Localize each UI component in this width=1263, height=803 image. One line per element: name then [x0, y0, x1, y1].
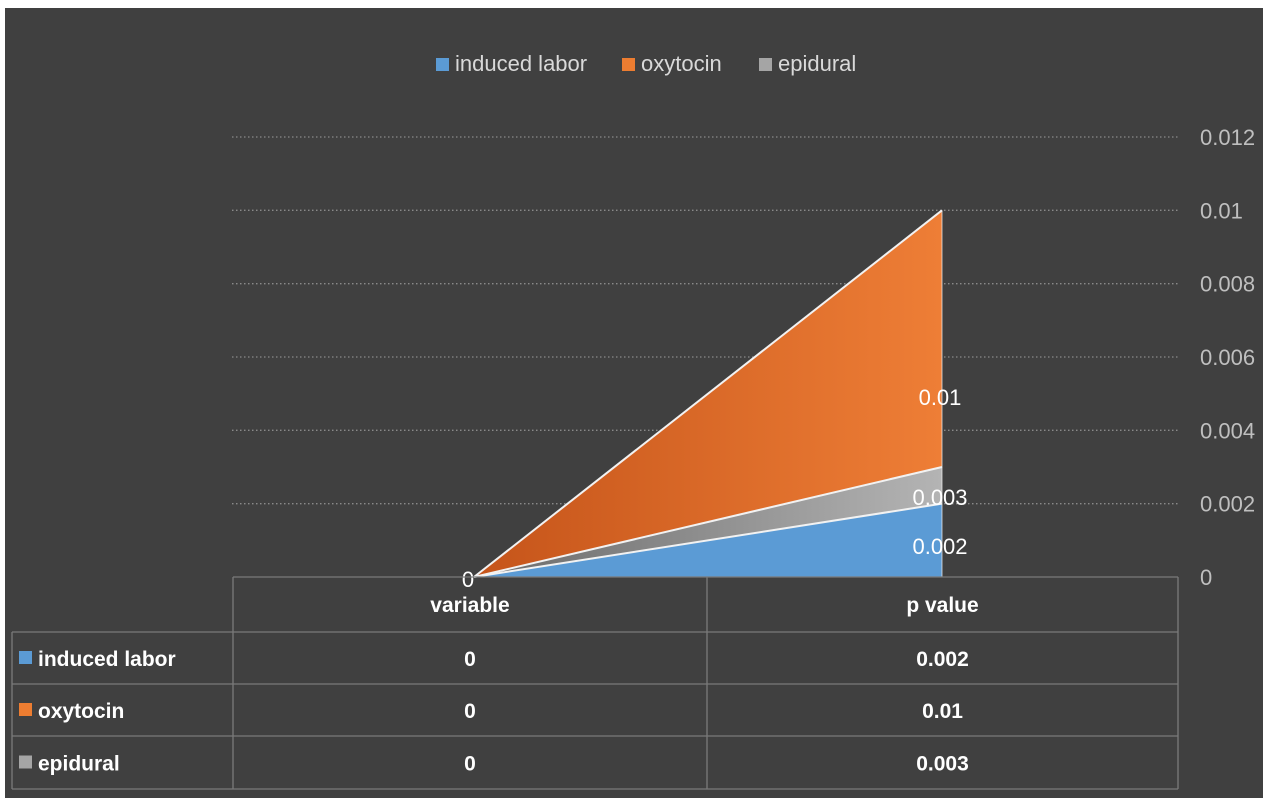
table-header: p value — [906, 594, 978, 617]
legend: induced labor oxytocin epidural — [436, 51, 856, 76]
legend-label-oxytocin: oxytocin — [641, 51, 722, 76]
data-label: 0.003 — [912, 485, 967, 510]
line-epidural — [473, 466, 943, 578]
table-cell: 0 — [464, 648, 476, 671]
table-cell: 0.002 — [916, 648, 969, 671]
data-labels: 0 0.01 0.003 0.002 — [462, 385, 968, 592]
legend-swatch-oxytocin — [622, 58, 635, 71]
y-tick-label: 0.004 — [1200, 418, 1255, 443]
y-tick-label: 0 — [1200, 565, 1212, 590]
table-cell: 0.01 — [922, 700, 963, 723]
y-tick-label: 0.008 — [1200, 272, 1255, 297]
y-axis: 0 0.002 0.004 0.006 0.008 0.01 0.012 — [1200, 125, 1255, 590]
table-row-label: oxytocin — [38, 700, 124, 723]
table-swatch-epidural — [19, 755, 32, 769]
data-table: variable p value induced labor 0 0.002 oxytoc… — [11, 576, 1179, 790]
plot-area-background — [5, 8, 1263, 798]
y-tick-label: 0.01 — [1200, 198, 1243, 223]
area-series — [473, 209, 943, 578]
table-cell: 0 — [464, 753, 476, 776]
table-header: variable — [430, 594, 509, 617]
table-row-label: induced labor — [38, 648, 176, 671]
legend-swatch-induced-labor — [436, 58, 449, 71]
line-induced-labor — [473, 502, 943, 578]
legend-label-induced-labor: induced labor — [455, 51, 587, 76]
line-oxytocin — [473, 209, 943, 578]
y-tick-label: 0.002 — [1200, 492, 1255, 517]
y-tick-label: 0.006 — [1200, 345, 1255, 370]
data-label: 0.002 — [912, 534, 967, 559]
y-tick-label: 0.012 — [1200, 125, 1255, 150]
table-cell: 0.003 — [916, 753, 969, 776]
legend-swatch-epidural — [759, 58, 772, 71]
data-label: 0 — [462, 567, 474, 592]
table-row-label: epidural — [38, 753, 120, 776]
legend-label-epidural: epidural — [778, 51, 856, 76]
data-label: 0.01 — [919, 385, 962, 410]
table-cell: 0 — [464, 700, 476, 723]
table-swatch-induced-labor — [19, 651, 32, 664]
table-swatch-oxytocin — [19, 703, 32, 716]
